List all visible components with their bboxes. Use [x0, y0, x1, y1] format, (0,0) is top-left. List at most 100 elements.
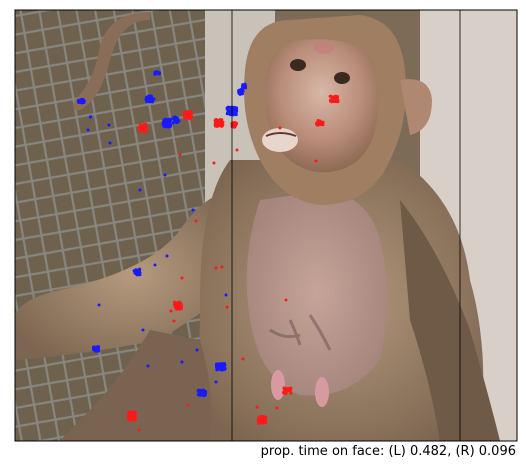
gaze-point — [333, 94, 337, 98]
gaze-point — [218, 367, 222, 371]
gaze-point — [191, 208, 195, 212]
gaze-point — [235, 109, 239, 113]
gaze-point — [216, 122, 220, 125]
gaze-point — [331, 100, 335, 103]
gaze-point — [176, 118, 180, 122]
gaze-point — [216, 124, 219, 128]
gaze-point — [227, 105, 231, 109]
gaze-point — [86, 128, 90, 132]
gaze-point — [138, 271, 142, 275]
gaze-point — [288, 386, 292, 390]
gaze-point — [256, 419, 260, 423]
gaze-point — [127, 410, 131, 414]
gaze-point — [195, 348, 199, 352]
gaze-point — [165, 124, 169, 128]
plot-frame — [14, 9, 518, 442]
gaze-point — [139, 129, 143, 133]
gaze-point — [178, 305, 182, 309]
gaze-point — [138, 124, 142, 128]
gaze-point — [132, 413, 136, 417]
gaze-point — [203, 390, 207, 394]
gaze-point — [80, 97, 84, 101]
gaze-points — [76, 70, 340, 432]
gaze-point — [201, 394, 205, 397]
gaze-point — [214, 266, 218, 270]
gaze-point — [173, 115, 177, 119]
gaze-point — [178, 303, 181, 307]
gaze-point — [144, 124, 148, 128]
gaze-point — [319, 121, 323, 125]
gaze-point — [214, 122, 218, 126]
gaze-point — [244, 86, 248, 90]
gaze-point — [288, 389, 292, 393]
gaze-point — [225, 305, 229, 309]
gaze-point — [137, 428, 141, 432]
stimulus-photo — [15, 10, 517, 441]
gaze-point — [138, 268, 142, 272]
gaze-point — [261, 417, 265, 421]
gaze-series-2 — [126, 94, 340, 432]
gaze-point — [212, 161, 216, 165]
gaze-point — [186, 403, 190, 407]
gaze-point — [133, 271, 137, 275]
gaze-point — [215, 366, 219, 369]
gaze-point — [138, 188, 142, 192]
gaze-point — [88, 115, 92, 119]
gaze-point — [221, 120, 225, 124]
gaze-point — [221, 123, 225, 127]
gaze-point — [165, 254, 169, 258]
gaze-point — [141, 129, 145, 133]
gaze-point — [255, 405, 259, 409]
gaze-point — [107, 123, 111, 127]
gaze-point — [131, 418, 135, 421]
gaze-point — [281, 391, 285, 394]
gaze-point — [178, 153, 182, 157]
gaze-point — [175, 306, 178, 310]
gaze-point — [163, 118, 167, 122]
gaze-point — [220, 265, 224, 269]
gaze-point — [169, 309, 173, 313]
gaze-point — [155, 70, 159, 74]
gaze-point — [241, 92, 244, 96]
gaze-point — [243, 83, 247, 87]
gaze-point — [224, 293, 228, 297]
gaze-point — [285, 388, 289, 392]
gaze-point — [141, 328, 145, 332]
gaze-point — [241, 83, 245, 87]
gaze-point — [235, 148, 239, 152]
gaze-point — [275, 406, 279, 410]
gaze-point — [79, 100, 83, 104]
gaze-point — [184, 113, 187, 117]
gaze-point — [153, 263, 157, 267]
gaze-point — [263, 421, 267, 424]
gaze-point — [289, 391, 293, 395]
gaze-point — [149, 95, 153, 99]
gaze-point — [333, 97, 337, 101]
gaze-point — [241, 89, 245, 93]
gaze-point — [241, 357, 245, 361]
gaze-point — [256, 421, 260, 425]
gaze-point — [197, 391, 201, 395]
gaze-point — [144, 129, 148, 132]
gaze-point — [237, 90, 241, 94]
gaze-point — [315, 121, 319, 125]
gaze-point — [226, 112, 230, 116]
caption-text: prop. time on face: (L) 0.482, (R) 0.096 — [260, 444, 516, 459]
gaze-point — [163, 173, 167, 177]
reference-lines — [231, 10, 461, 441]
gaze-point — [167, 119, 171, 123]
gaze-point — [180, 276, 184, 280]
gaze-point — [171, 121, 175, 125]
gaze-point — [233, 112, 237, 115]
gaze-point — [108, 141, 112, 145]
gaze-point — [146, 364, 150, 368]
gaze-point — [172, 319, 176, 323]
gaze-point — [173, 300, 176, 304]
gaze-point — [227, 108, 231, 112]
gaze-point — [278, 126, 282, 130]
gaze-point — [221, 363, 225, 367]
gaze-point — [214, 380, 218, 384]
gaze-point — [336, 95, 339, 99]
gaze-point — [175, 301, 179, 305]
